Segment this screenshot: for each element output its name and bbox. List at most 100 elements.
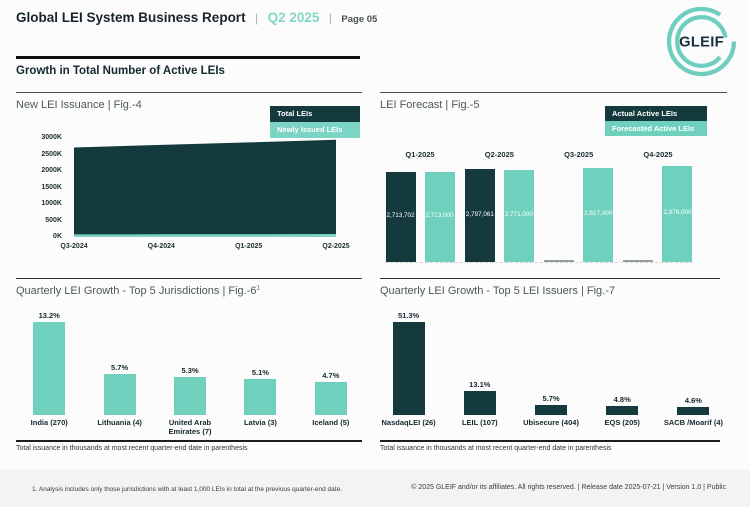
legend-item-actual-active-leis: Actual Active LEIs <box>605 106 707 121</box>
area-series-1 <box>74 234 336 237</box>
forecast-category-label: Q3-2025 <box>564 150 594 159</box>
legend: Total LEIs Newly Issued LEIs <box>270 106 360 138</box>
bar-value-label: 4.8% <box>613 395 631 405</box>
bar-value-label: 5.7% <box>542 393 560 403</box>
chart-caption: Total issuance in thousands at most rece… <box>16 445 248 452</box>
bar-column: 5.1% <box>225 311 295 415</box>
y-axis-tick: 500K <box>45 216 62 224</box>
forecast-category-label: Q4-2025 <box>643 150 673 159</box>
bar-value-label: 2,713,702 <box>386 212 415 220</box>
bar-category-label: India (270) <box>30 418 68 427</box>
bar-value-label: 51.3% <box>397 311 420 320</box>
bar-category-label: Iceland (5) <box>312 418 350 427</box>
x-axis: Q3-2024 Q4-2024 Q1-2025 Q2-2025 <box>60 243 349 253</box>
bar-category-label: Ubisecure (404) <box>523 418 579 427</box>
forecast-bar: 2,713,702 <box>385 171 416 262</box>
svg-text:GLEIF: GLEIF <box>679 35 724 51</box>
panel-new-lei-issuance: New LEI Issuance | Fig.-4 Total LEIs New… <box>16 92 362 274</box>
bar-column: 5.3% <box>155 311 225 415</box>
forecast-missing-bar <box>544 260 575 262</box>
forecast-bar-pair: 2,817,000 <box>544 166 614 262</box>
bar-value-label: 4.6% <box>684 395 702 405</box>
bar-column: 4.7% <box>296 311 366 415</box>
y-axis-tick: 2500K <box>41 150 62 158</box>
legend: Actual Active LEIs Forecasted Active LEI… <box>605 106 707 136</box>
forecast-group: Q1-2025 2,713,702 2,713,000 <box>385 150 455 262</box>
bar <box>677 406 710 415</box>
chart-fig-label: | Fig.-6 <box>222 285 257 297</box>
copyright-line: © 2025 GLEIF and/or its affiliates. All … <box>411 484 726 491</box>
legend-label: Actual Active LEIs <box>612 109 678 118</box>
legend-item-newly-issued-leis: Newly Issued LEIs <box>270 122 360 138</box>
forecast-category-label: Q1-2025 <box>405 150 435 159</box>
bar-category-label: Latvia (3) <box>243 418 277 427</box>
chart-title-text: New LEI Issuance <box>16 99 105 111</box>
chart-fig-label: | Fig.-4 <box>107 99 142 111</box>
panel-top5-jurisdictions: Quarterly LEI Growth - Top 5 Jurisdictio… <box>16 278 362 466</box>
forecast-bar-pair: 2,878,000 <box>623 166 693 262</box>
y-axis-tick: 0K <box>53 233 62 240</box>
bar-value-label: 2,797,061 <box>465 210 494 218</box>
footnote-marker: 1 <box>256 285 260 292</box>
forecast-bar: 2,878,000 <box>662 166 693 262</box>
chart-divider <box>16 440 362 442</box>
forecast-group: Q4-2025 2,878,000 <box>623 150 693 262</box>
chart-title-text: LEI Forecast <box>380 99 443 111</box>
baseline <box>385 262 693 263</box>
chart-title-text: Quarterly LEI Growth - Top 5 Jurisdictio… <box>16 285 220 297</box>
bar-columns: 13.2% 5.7% 5.3% 5.1% 4.7% <box>14 311 366 415</box>
bar-column: 5.7% <box>84 311 154 415</box>
bar-category-label: NasdaqLEI (26) <box>381 418 436 427</box>
chart-caption: Total issuance in thousands at most rece… <box>380 445 612 452</box>
bar-column: 4.6% <box>658 311 729 415</box>
y-axis: 3000K 2500K 2000K 1500K 1000K 500K 0K <box>16 134 66 240</box>
bar-category-label: Lithuania (4) <box>97 418 142 427</box>
y-axis-tick: 1000K <box>41 200 62 207</box>
x-axis-tick: Q1-2025 <box>235 243 263 250</box>
forecast-bar-pair: 2,713,702 2,713,000 <box>385 166 455 262</box>
bar-value-label: 13.2% <box>38 311 60 320</box>
bar <box>103 374 136 415</box>
bar-value-label: 13.1% <box>469 380 491 389</box>
report-period: Q2 2025 <box>267 10 320 25</box>
panel-lei-forecast: LEI Forecast | Fig.-5 Actual Active LEIs… <box>380 92 727 274</box>
chart-title: LEI Forecast | Fig.-5 <box>380 99 479 111</box>
chart-title: Quarterly LEI Growth - Top 5 Jurisdictio… <box>16 285 260 297</box>
legend-label: Newly Issued LEIs <box>277 125 343 134</box>
chart-fig-label: | Fig.-7 <box>580 285 615 297</box>
chart-title: Quarterly LEI Growth - Top 5 LEI Issuers… <box>380 285 615 297</box>
report-header: Global LEI System Business Report | Q2 2… <box>16 9 377 27</box>
bar-category-labels: NasdaqLEI (26) LEIL (107) Ubisecure (404) E… <box>373 418 729 427</box>
bar <box>463 391 496 415</box>
bar <box>535 404 567 415</box>
forecast-group: Q3-2025 2,817,000 <box>544 150 614 262</box>
bar-value-label: 4.7% <box>322 370 340 380</box>
bar-columns: 51.3% 13.1% 5.7% 4.8% 4.6% <box>373 311 729 415</box>
report-title: Global LEI System Business Report <box>16 10 246 25</box>
bar-column: 4.8% <box>587 311 658 415</box>
forecast-bar: 2,817,000 <box>583 168 614 262</box>
area-chart <box>74 139 336 237</box>
forecast-group: Q2-2025 2,797,061 2,771,000 <box>464 150 534 262</box>
bar-column: 13.1% <box>444 311 515 415</box>
forecast-missing-bar <box>623 260 654 262</box>
bar-value-label: 5.7% <box>111 363 129 373</box>
forecast-bar-groups: Q1-2025 2,713,702 2,713,000 Q2-2025 2,797,06… <box>385 150 693 262</box>
legend-item-forecasted-active-leis: Forecasted Active LEIs <box>605 121 707 136</box>
y-axis-tick: 3000K <box>41 134 62 141</box>
bar <box>174 377 207 415</box>
forecast-bar: 2,771,000 <box>503 169 534 262</box>
panel-top5-lei-issuers: Quarterly LEI Growth - Top 5 LEI Issuers… <box>380 278 723 466</box>
page-number: Page 05 <box>341 14 378 25</box>
bar <box>244 378 277 415</box>
bar-category-label: LEIL (107) <box>461 418 498 427</box>
bar-value-label: 2,771,000 <box>504 211 533 219</box>
separator: | <box>328 11 332 25</box>
bar-column: 5.7% <box>515 311 586 415</box>
forecast-bar: 2,797,061 <box>464 168 495 262</box>
separator: | <box>255 11 259 25</box>
area-series-0 <box>74 139 336 237</box>
legend-item-total-leis: Total LEIs <box>270 106 360 122</box>
bar-column: 51.3% <box>373 311 444 415</box>
